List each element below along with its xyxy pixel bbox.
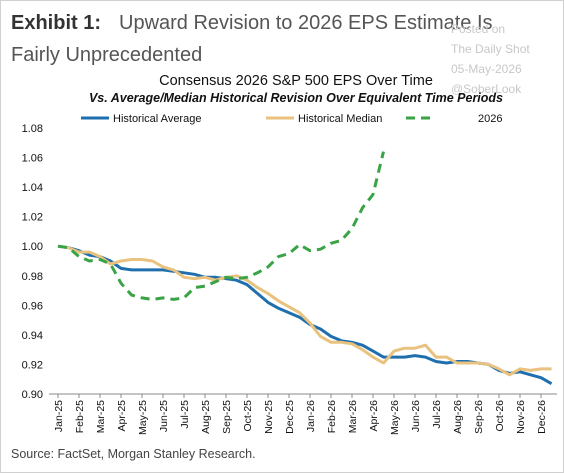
header: Exhibit 1: Upward Revision to 2026 EPS Es… <box>11 7 531 71</box>
x-tick-label: Jul-26 <box>431 400 443 429</box>
x-tick-label: Apr-25 <box>116 400 128 432</box>
x-tick-label: Dec-25 <box>284 400 296 434</box>
watermark-line: 05-May-2026 <box>451 62 522 76</box>
header-title: Upward Revision to 2026 EPS Estimate Is … <box>11 12 493 66</box>
chart-subtitle: Vs. Average/Median Historical Revision O… <box>89 91 503 105</box>
y-tick-label: 0.98 <box>22 271 43 283</box>
y-tick-label: 0.96 <box>22 300 43 312</box>
legend-label: Historical Median <box>298 113 382 125</box>
x-tick-label: Jan-26 <box>305 400 317 432</box>
y-tick-label: 1.00 <box>22 241 43 253</box>
x-tick-label: Dec-26 <box>536 400 548 434</box>
x-tick-label: Jun-25 <box>158 400 170 432</box>
x-tick-label: May-25 <box>137 400 149 435</box>
watermark-line: Posted on <box>451 22 506 36</box>
x-tick-label: Jun-26 <box>410 400 422 432</box>
x-tick-label: Aug-26 <box>452 400 464 434</box>
x-tick-label: Nov-25 <box>263 400 275 434</box>
x-tick-label: Nov-26 <box>515 400 527 434</box>
x-tick-label: Jan-25 <box>53 400 65 432</box>
chart: Consensus 2026 S&P 500 EPS Over Time Vs.… <box>22 73 557 435</box>
y-tick-label: 1.04 <box>22 182 43 194</box>
y-tick-label: 0.94 <box>22 330 43 342</box>
y-tick-label: 1.08 <box>22 123 43 135</box>
x-tick-label: Feb-26 <box>326 400 338 433</box>
y-tick-label: 0.92 <box>22 359 43 371</box>
chart-title: Consensus 2026 S&P 500 EPS Over Time <box>159 73 433 89</box>
y-tick-label: 0.90 <box>22 389 43 401</box>
source: Source: FactSet, Morgan Stanley Research… <box>11 447 256 461</box>
x-tick-label: Mar-26 <box>347 400 359 433</box>
x-tick-label: Mar-25 <box>95 400 107 433</box>
x-tick-label: May-26 <box>389 400 401 435</box>
x-tick-label: Oct-26 <box>494 400 506 432</box>
watermark-line: @SoberLook <box>451 82 522 96</box>
watermark: Posted on The Daily Shot 05-May-2026 @So… <box>451 19 530 99</box>
x-tick-label: Sep-26 <box>473 400 485 434</box>
legend-label: 2026 <box>478 113 502 125</box>
watermark-line: The Daily Shot <box>451 42 530 56</box>
x-tick-label: Aug-25 <box>200 400 212 434</box>
series-line <box>57 151 385 301</box>
x-tick-label: Apr-26 <box>368 400 380 432</box>
x-tick-label: Feb-25 <box>74 400 86 433</box>
y-tick-label: 1.02 <box>22 212 43 224</box>
legend-label: Historical Average <box>113 113 201 125</box>
x-tick-label: Sep-25 <box>221 400 233 434</box>
series-line <box>57 244 552 377</box>
x-tick-label: Jul-25 <box>179 400 191 429</box>
y-tick-label: 1.06 <box>22 153 43 165</box>
exhibit-label: Exhibit 1: <box>11 12 102 34</box>
x-tick-label: Oct-25 <box>242 400 254 432</box>
